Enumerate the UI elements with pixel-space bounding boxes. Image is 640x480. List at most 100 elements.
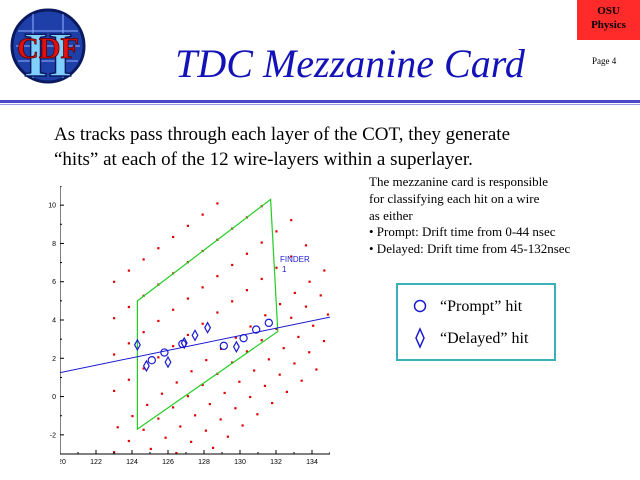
- delayed-hit: [164, 355, 172, 369]
- wire-point: [322, 339, 326, 343]
- delayed-hit: [180, 336, 188, 350]
- wire-point: [127, 342, 130, 345]
- prompt-hit: [219, 341, 228, 351]
- hit-legend: “Prompt” hit “Delayed” hit: [396, 283, 556, 361]
- wire-point: [304, 305, 308, 308]
- hit-plot: 120 122 124 126 128 130 132 134 FINDER 1: [60, 186, 330, 466]
- wire-point: [157, 319, 160, 323]
- wire-point: [323, 269, 326, 272]
- wire-point: [127, 269, 130, 272]
- diamond-icon: [415, 327, 425, 349]
- wire-point: [172, 406, 175, 409]
- delayed-hit: [142, 359, 150, 373]
- wire-point: [212, 446, 215, 449]
- wire-point: [131, 415, 134, 418]
- wire-point: [142, 428, 145, 431]
- prompt-hit: [239, 333, 248, 343]
- wire-point: [260, 241, 263, 244]
- wire-positions: [113, 202, 330, 454]
- wire-point: [216, 275, 219, 278]
- logo-numeral: II: [23, 19, 73, 86]
- wire-point: [186, 395, 189, 398]
- prompt-hit: [160, 348, 169, 357]
- prompt-hit: [147, 355, 157, 365]
- header-rule: [0, 100, 640, 103]
- wire-point: [113, 353, 116, 356]
- wire-point: [278, 373, 281, 376]
- wire-point: [290, 316, 293, 319]
- intro-line-1: As tracks pass through each layer of the…: [54, 124, 511, 145]
- wire-point: [308, 280, 311, 283]
- description-line-4: • Prompt: Drift time from 0-44 nsec: [369, 224, 556, 240]
- x-tick-label: 120: [60, 459, 66, 466]
- wire-point: [226, 435, 229, 438]
- wire-point: [216, 202, 219, 205]
- wire-point: [234, 407, 237, 410]
- circle-icon: [413, 299, 427, 313]
- wire-point: [285, 390, 288, 393]
- x-tick-label: 124: [126, 459, 138, 466]
- x-tick-label: 128: [198, 459, 210, 466]
- wire-point: [245, 289, 249, 292]
- delayed-hit: [133, 338, 141, 352]
- x-tick-label: 130: [234, 459, 246, 466]
- wire-point: [267, 358, 270, 361]
- wire-point: [234, 336, 237, 339]
- wire-point: [238, 380, 241, 383]
- wire-point: [142, 367, 145, 370]
- wire-point: [194, 414, 197, 417]
- x-tick-label: 134: [306, 459, 318, 466]
- wire-point: [278, 303, 282, 306]
- legend-delayed: “Delayed” hit: [398, 327, 554, 353]
- cdf-logo-graphic: II CDF: [10, 8, 86, 91]
- description-text: The mezzanine card is responsible for cl…: [369, 174, 634, 258]
- wire-point: [219, 418, 222, 421]
- wire-point: [113, 280, 116, 283]
- badge-line-1: OSU: [597, 5, 620, 17]
- x-tick-label: 122: [90, 459, 102, 466]
- y-tick-label: 10: [48, 203, 56, 210]
- delayed-hit: [204, 321, 212, 334]
- wire-point: [201, 213, 204, 216]
- delayed-hit: [232, 340, 240, 354]
- wire-point: [231, 300, 234, 303]
- wire-point: [157, 417, 160, 420]
- wire-point: [142, 258, 145, 261]
- wire-point: [175, 451, 178, 454]
- wire-point: [146, 403, 149, 407]
- wire-point: [241, 424, 244, 427]
- legend-prompt: “Prompt” hit: [398, 295, 554, 321]
- wire-point: [186, 333, 189, 337]
- y-tick-label: 8: [52, 241, 56, 248]
- page-title: TDC Mezzanine Card: [175, 41, 525, 86]
- osu-physics-badge: OSU Physics: [577, 0, 640, 40]
- wire-point: [157, 247, 160, 250]
- wire-point: [264, 314, 267, 317]
- cdf-logo: II CDF: [8, 6, 88, 91]
- wire-point: [223, 391, 226, 395]
- wire-point: [282, 347, 285, 350]
- x-tick-label: 126: [162, 459, 174, 466]
- prompt-hit: [251, 325, 261, 334]
- description-line-2: for classifying each hit on a wire: [369, 190, 540, 206]
- x-tick-label: 132: [270, 459, 282, 466]
- header-rule-thin: [0, 104, 640, 105]
- logo-letters: CDF: [17, 32, 79, 65]
- wire-point: [127, 305, 130, 309]
- y-tick-label: 0: [52, 394, 56, 401]
- wire-point: [216, 311, 219, 314]
- wire-point: [190, 370, 193, 373]
- y-tick-label: -2: [50, 432, 56, 439]
- wire-point: [201, 322, 204, 325]
- wire-point: [293, 362, 296, 365]
- wire-point: [275, 230, 278, 233]
- wire-point: [304, 244, 308, 247]
- wire-point: [204, 429, 207, 432]
- wire-point: [201, 286, 204, 289]
- wire-point: [172, 345, 175, 348]
- wire-point: [164, 436, 167, 439]
- wire-point: [201, 383, 204, 387]
- wire-point: [256, 413, 259, 416]
- wire-point: [326, 313, 330, 316]
- wire-point: [127, 378, 130, 381]
